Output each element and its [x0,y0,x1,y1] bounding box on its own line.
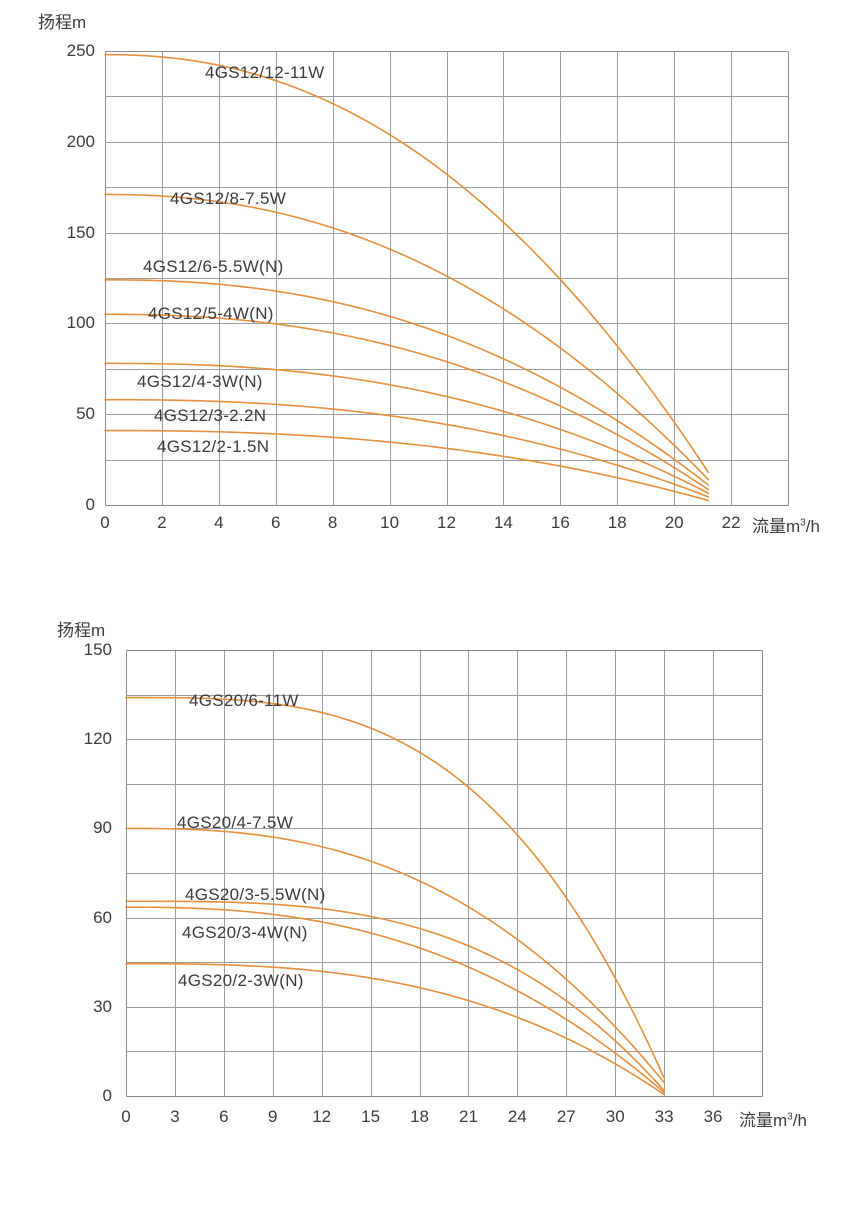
y-tick-label: 0 [85,495,95,514]
y-tick-label: 0 [102,1086,112,1105]
y-tick-label: 150 [83,640,112,659]
pump-curve [125,962,665,1096]
curve-label: 4GS20/3-4W(N) [182,923,308,942]
pump-curve [125,827,665,1084]
x-tick-label: 24 [507,1107,527,1126]
pump-curve [104,313,710,491]
x-tick-label: 18 [410,1107,429,1126]
x-tick-label: 9 [268,1107,278,1126]
y-tick-label: 200 [66,131,95,151]
pump-curve [104,53,710,474]
x-tick-label: 2 [157,513,167,532]
y-tick-label: 30 [93,996,112,1016]
x-axis-title-superscript: 3 [787,1111,793,1123]
x-tick-label: 4 [214,513,224,532]
pump-curve [125,696,665,1079]
y-tick-label: 90 [93,818,112,838]
curve-label: 4GS12/2-1.5N [157,437,270,456]
pump-curve [125,906,665,1094]
plot-area [125,650,763,1097]
y-tick-label: 100 [66,313,95,333]
x-tick-label: 14 [493,513,513,532]
x-tick-label: 12 [437,513,456,532]
curve-label: 4GS12/12-11W [205,63,325,82]
pump-curve [104,279,710,486]
x-tick-label: 30 [605,1107,625,1126]
y-tick-label: 50 [76,404,95,424]
curve-label: 4GS20/6-11W [189,691,299,710]
x-tick-label: 16 [550,513,570,532]
x-axis-title-text: 流量m [752,517,801,536]
pump-curve [104,362,710,494]
curve-label: 4GS12/6-5.5W(N) [143,257,284,276]
y-tick-label: 120 [83,729,112,749]
x-axis-title-text: 流量m [739,1111,788,1130]
x-tick-label: 33 [654,1107,674,1126]
x-tick-label: 8 [327,513,338,532]
curve-label: 4GS20/3-5.5W(N) [185,885,326,904]
pump-curve [104,398,710,498]
curve-label: 4GS20/4-7.5W [177,813,294,832]
y-tick-label: 250 [66,41,95,60]
y-tick-label: 60 [93,907,112,927]
x-tick-label: 22 [721,513,741,532]
x-axis-title: 流量m3/h [739,1106,807,1131]
x-axis-title: 流量m3/h [752,512,820,537]
pump-curve [125,900,665,1092]
x-axis-title-unit: /h [805,517,820,536]
y-axis-title: 扬程m [38,13,87,32]
curve-label: 4GS20/2-3W(N) [178,971,304,990]
y-axis-title: 扬程m [57,621,106,640]
x-tick-label: 27 [556,1107,576,1126]
plot-area [104,51,789,506]
x-axis-title-unit: /h [792,1111,807,1130]
x-tick-label: 6 [219,1107,229,1126]
x-tick-label: 20 [664,513,684,532]
x-tick-label: 6 [271,513,281,532]
x-tick-label: 18 [607,513,627,532]
curve-label: 4GS12/4-3W(N) [137,372,263,391]
pump-curve [104,429,710,502]
x-tick-label: 10 [380,513,400,532]
x-tick-label: 3 [170,1107,180,1126]
x-tick-label: 0 [121,1107,131,1126]
pump-curve [104,193,710,481]
x-tick-label: 15 [361,1107,381,1126]
x-tick-label: 12 [312,1107,332,1126]
x-axis-title-superscript: 3 [800,517,806,529]
x-tick-label: 36 [703,1107,723,1126]
x-tick-label: 0 [100,513,110,532]
curve-label: 4GS12/5-4W(N) [148,304,274,323]
y-tick-label: 150 [66,222,95,242]
x-tick-label: 21 [458,1107,478,1126]
curve-label: 4GS12/8-7.5W [170,189,287,208]
curve-label: 4GS12/3-2.2N [154,406,267,425]
